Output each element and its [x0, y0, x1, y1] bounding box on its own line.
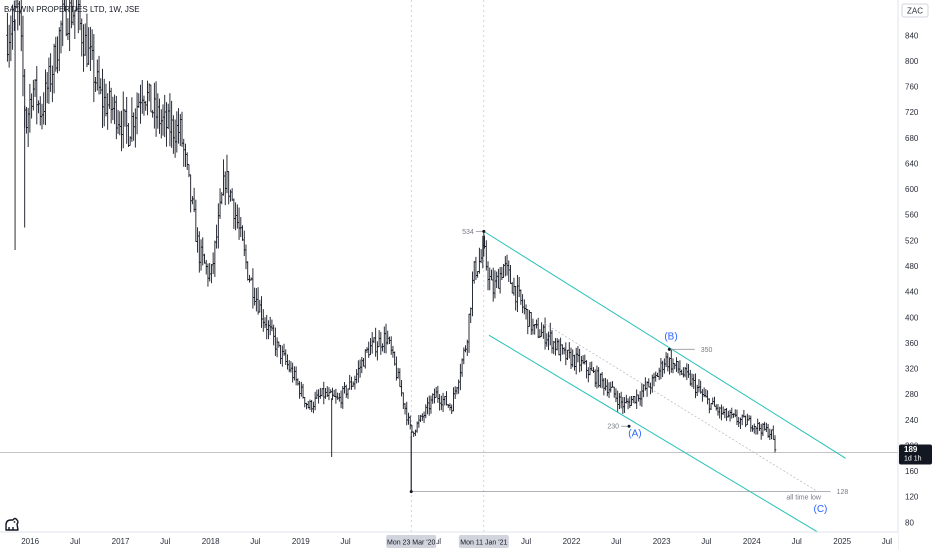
level-point: [627, 424, 631, 428]
drawing-labels: 534 350 230 128 all time low (A) (B) (C): [462, 229, 848, 515]
x-tick-label: 2022: [563, 537, 581, 546]
x-tick-label: Jul: [160, 537, 170, 546]
bar-countdown: 1d 1h: [904, 456, 922, 463]
y-tick-label: 760: [905, 83, 919, 92]
channel-mid-line: [544, 323, 816, 491]
y-tick-label: 720: [905, 108, 919, 117]
x-tick-label: 2018: [202, 537, 220, 546]
y-tick-label: 440: [905, 288, 919, 297]
x-tick-label: Jul: [521, 537, 531, 546]
time-axis[interactable]: [0, 532, 898, 550]
x-tick-label: Jul: [792, 537, 802, 546]
x-tick-label: 2025: [833, 537, 851, 546]
channel-upper-line: [483, 230, 846, 459]
y-tick-label: 520: [905, 236, 919, 245]
y-tick-label: 680: [905, 134, 919, 143]
x-tick-label: 2016: [21, 537, 39, 546]
current-price-tag: 189 1d 1h: [899, 444, 932, 465]
x-tick-label: 2023: [653, 537, 671, 546]
tradingview-logo-icon[interactable]: [5, 517, 19, 531]
x-badge-label: Mon 11 Jan '21: [460, 540, 507, 547]
level-label: 230: [607, 424, 619, 431]
wave-label: (B): [664, 332, 677, 343]
level-label: 128: [837, 489, 849, 496]
drawings: [409, 229, 846, 536]
wave-label: (A): [628, 428, 641, 439]
level-label: 350: [701, 347, 713, 354]
y-tick-label: 280: [905, 390, 919, 399]
y-tick-label: 640: [905, 159, 919, 168]
channel-lower-line: [488, 334, 824, 536]
x-tick-label: Jul: [250, 537, 260, 546]
price-bars: [6, 0, 777, 492]
grid-lines: [0, 0, 898, 532]
x-badge: [386, 535, 437, 548]
y-tick-label: 240: [905, 416, 919, 425]
y-tick-label: 480: [905, 262, 919, 271]
x-tick-label: 2019: [292, 537, 310, 546]
wave-label: (C): [814, 504, 828, 515]
y-tick-label: 160: [905, 467, 919, 476]
current-price-value: 189: [904, 445, 918, 454]
x-tick-label: 2024: [743, 537, 761, 546]
y-tick-label: 840: [905, 31, 919, 40]
level-label: 534: [462, 229, 474, 236]
currency-badge[interactable]: [901, 3, 929, 18]
x-badge: [458, 535, 509, 548]
annotation-label: all time low: [786, 494, 822, 501]
y-tick-label: 320: [905, 365, 919, 374]
y-tick-label: 560: [905, 211, 919, 220]
x-tick-label: Jul: [701, 537, 711, 546]
currency-label: ZAC: [907, 7, 923, 16]
x-tick-label: Jul: [70, 537, 80, 546]
level-point: [482, 229, 486, 233]
y-tick-label: 400: [905, 313, 919, 322]
time-axis-ticks: 2016 Jul 2017 Jul 2018 Jul 2019 Jul Jul Jul 2022 Ju…: [21, 535, 892, 548]
level-point: [667, 347, 671, 351]
x-tick-label: Jul: [611, 537, 621, 546]
price-axis-ticks: 8012016020024028032036040044048052056060…: [905, 6, 919, 528]
y-tick-label: 600: [905, 185, 919, 194]
x-tick-label: 2017: [112, 537, 130, 546]
y-tick-label: 360: [905, 339, 919, 348]
x-badge-label: Mon 23 Mar '20: [387, 540, 436, 547]
y-tick-label: 800: [905, 57, 919, 66]
y-tick-label: 80: [905, 518, 914, 527]
x-tick-label: Jul: [340, 537, 350, 546]
x-tick-label: Jul: [882, 537, 892, 546]
chart-title: BALWIN PROPERTIES LTD, 1W, JSE: [4, 5, 140, 14]
y-tick-label: 120: [905, 493, 919, 502]
